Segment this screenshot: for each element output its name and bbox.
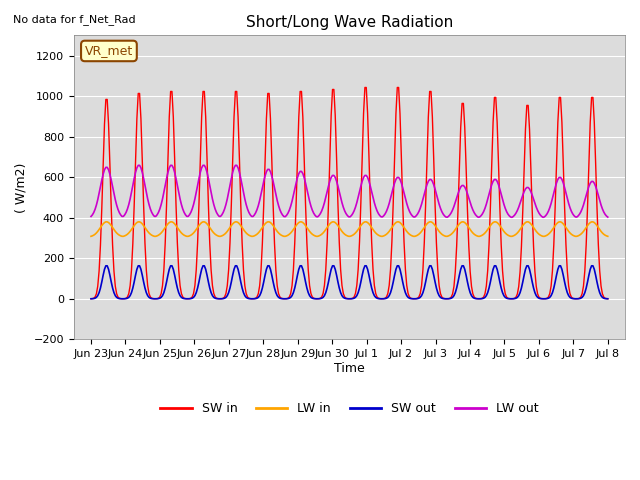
SW in xyxy=(121,296,129,301)
SW in xyxy=(105,121,113,127)
Line: SW out: SW out xyxy=(91,266,608,299)
LW out xyxy=(603,213,611,219)
Line: SW in: SW in xyxy=(91,87,608,299)
SW in xyxy=(603,296,611,301)
SW out xyxy=(106,272,114,278)
SW out xyxy=(102,263,109,269)
SW out xyxy=(604,296,612,301)
LW in xyxy=(102,219,109,225)
LW out xyxy=(355,194,362,200)
X-axis label: Time: Time xyxy=(334,362,365,375)
SW out xyxy=(87,296,95,301)
LW out xyxy=(87,214,95,219)
Line: LW out: LW out xyxy=(91,165,608,217)
LW out xyxy=(105,167,113,173)
SW in xyxy=(87,296,95,301)
SW out xyxy=(355,290,362,296)
LW out xyxy=(457,184,465,190)
Title: Short/Long Wave Radiation: Short/Long Wave Radiation xyxy=(246,15,453,30)
LW in xyxy=(534,230,541,236)
LW in xyxy=(106,221,114,227)
LW in xyxy=(601,232,609,238)
LW out xyxy=(535,210,543,216)
SW in xyxy=(508,296,516,301)
SW out xyxy=(457,266,465,272)
LW out xyxy=(508,215,516,220)
LW in xyxy=(87,233,95,239)
LW in xyxy=(355,227,362,232)
LW out xyxy=(604,214,612,220)
Line: LW in: LW in xyxy=(91,222,608,236)
SW out xyxy=(534,294,541,300)
SW in xyxy=(457,125,465,131)
LW out xyxy=(134,162,142,168)
Text: No data for f_Net_Rad: No data for f_Net_Rad xyxy=(13,14,136,25)
SW out xyxy=(601,296,609,301)
LW in xyxy=(457,220,465,226)
Text: VR_met: VR_met xyxy=(85,45,133,58)
SW in xyxy=(353,283,361,288)
Y-axis label: ( W/m2): ( W/m2) xyxy=(15,162,28,213)
SW in xyxy=(535,294,543,300)
SW out xyxy=(122,296,130,301)
SW in xyxy=(361,84,369,90)
LW in xyxy=(122,232,130,238)
LW in xyxy=(604,233,612,239)
Legend: SW in, LW in, SW out, LW out: SW in, LW in, SW out, LW out xyxy=(156,397,543,420)
LW out xyxy=(121,212,129,217)
SW in xyxy=(604,296,612,301)
